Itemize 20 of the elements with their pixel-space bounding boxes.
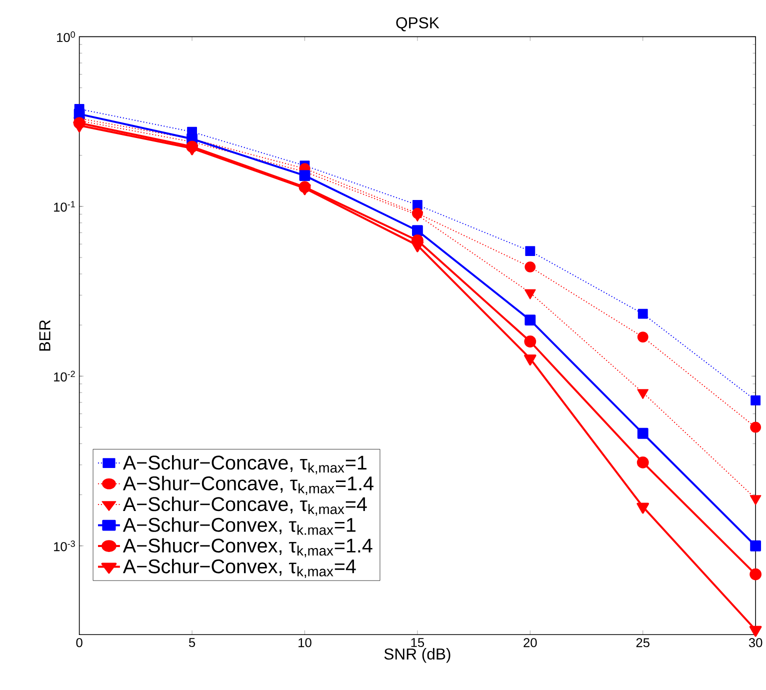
legend-label: A−Shucr−Convex, τ$_{k,max}$=1.4 — [122, 538, 372, 558]
x-tick-label: 15 — [411, 638, 424, 647]
chart-title: QPSK — [396, 17, 440, 32]
x-tick-label: 25 — [636, 638, 650, 648]
y-tick-label: 10$^{-3}$ — [54, 540, 75, 552]
legend-label: A−Schur−Concave, τ$_{k,max}$=4 — [122, 496, 367, 516]
x-tick-label: 20 — [524, 638, 537, 648]
legend-label: A−Schur−Convex, τ$_{k.max}$=1 — [122, 517, 356, 535]
y-tick-label: 10$^{0}$ — [57, 31, 75, 42]
x-tick-label: 5 — [188, 638, 196, 647]
y-tick-label: 10$^{-2}$ — [54, 370, 75, 382]
y-axis-title: BER — [39, 320, 50, 351]
x-axis-title: SNR (dB) — [384, 648, 450, 663]
x-tick-label: 0 — [76, 638, 82, 648]
x-tick-label: 10 — [298, 638, 312, 648]
legend-label: A−Shur−Concave, τ$_{k,max}$=1.4 — [122, 476, 374, 495]
legend-label: A−Schur−Concave, τ$_{k,max}$=1 — [122, 455, 366, 474]
legend-label: A−Schur−Convex, τ$_{k,max}$=4 — [122, 558, 356, 578]
x-tick-label: 30 — [748, 638, 762, 648]
y-tick-label: 10$^{-1}$ — [54, 201, 75, 212]
